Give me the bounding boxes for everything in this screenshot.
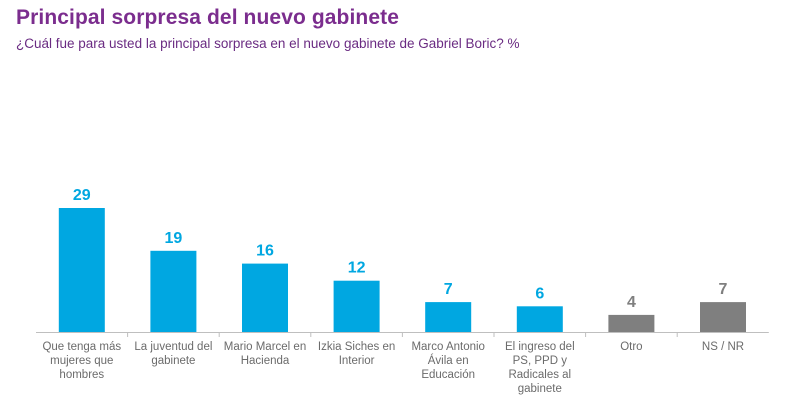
value-label-1: 29 (73, 187, 91, 204)
bar-2 (150, 250, 197, 332)
value-label-2: 19 (165, 230, 183, 247)
bar-6 (516, 306, 563, 332)
category-labels-group: Que tenga más mujeres que hombres La juvent… (42, 341, 744, 395)
x-axis (36, 332, 769, 337)
bar-7 (608, 314, 655, 332)
chart-title: Principal sorpresa del nuevo gabinete (16, 6, 399, 29)
category-label-8: NS / NR (702, 341, 744, 353)
bar-8 (700, 302, 746, 332)
value-label-5: 7 (444, 281, 453, 298)
value-label-4: 12 (348, 260, 366, 277)
value-labels-group: 29 19 16 12 7 6 4 7 (73, 187, 728, 311)
bars-group (58, 208, 746, 332)
bar-4 (333, 280, 380, 332)
category-label-5: Marco Antonio Ávila en Educación (411, 341, 485, 381)
category-label-2: La juventud del gabinete (134, 341, 212, 367)
category-label-1: Que tenga más mujeres que hombres (42, 341, 121, 381)
value-label-3: 16 (256, 243, 274, 260)
chart-subtitle: ¿Cuál fue para usted la principal sorpre… (16, 36, 520, 51)
bar-1 (58, 208, 105, 332)
category-label-3: Mario Marcel en Hacienda (224, 341, 306, 367)
category-label-4: Izkia Siches en Interior (318, 341, 395, 367)
category-label-7: Otro (620, 341, 642, 353)
bar-3 (242, 263, 288, 332)
category-label-6: El ingreso del PS, PPD y Radicales al gabin… (505, 341, 575, 395)
bar-5 (425, 302, 472, 332)
value-label-6: 6 (535, 285, 544, 302)
value-label-7: 4 (627, 294, 636, 311)
value-label-8: 7 (719, 281, 728, 298)
